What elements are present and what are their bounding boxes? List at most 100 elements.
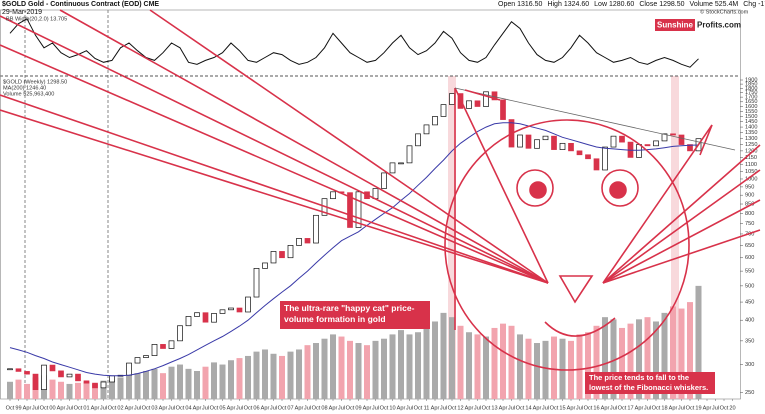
x-tick-label: 20 [729,405,735,411]
header-value: 1324.60 [564,1,589,8]
candle [185,316,192,327]
x-tick-label: Jul [610,405,617,411]
x-tick-label: 01 [83,405,89,411]
cat-ear [464,89,501,101]
y-tick-label: 1000 [745,176,757,182]
candle [610,135,617,148]
x-tick-label: Jul [406,405,413,411]
candle [525,134,532,149]
x-tick-label: Oct [448,405,457,411]
y-tick-label: 350 [745,338,754,344]
volume-bar [58,381,64,399]
candle [449,93,455,105]
volume-bar [202,366,209,399]
whisker [454,87,549,284]
volume-bar [517,334,523,399]
header-label: Open [498,1,515,8]
y-tick-label: 1050 [745,169,757,175]
volume-bar [92,383,98,399]
candle [75,373,81,382]
x-tick-label: 19 [695,405,701,411]
x-tick-label: Apr [703,405,712,411]
volume-bar [534,343,540,399]
x-tick-label: 15 [559,405,565,411]
volume-bar [406,334,413,399]
y-tick-label: 1200 [745,148,757,154]
x-tick-label: 03 [151,405,157,411]
volume-bar [100,380,107,399]
volume-bar [109,379,115,399]
x-tick-label: 99 [15,405,21,411]
volume-bar [627,323,634,399]
whisker [699,124,713,156]
candle [568,142,574,152]
y-tick-label: 1800 [745,86,757,92]
cat-eye [601,169,639,207]
candle [245,296,251,313]
x-tick-label: Oct [244,405,253,411]
x-tick-label: Jul [100,405,107,411]
whisker [0,44,549,284]
candle [372,188,379,200]
y-tick-label: 1600 [745,104,757,110]
volume-bar [330,334,336,399]
candle [474,100,481,107]
x-tick-label: Apr [567,405,576,411]
y-tick-label: 750 [745,221,754,227]
y-tick-label: 250 [745,390,754,396]
candle [143,355,149,358]
whisker [149,9,549,284]
x-tick-label: Jul [270,405,277,411]
volume-bar [75,382,81,399]
volume-bar [457,325,464,399]
volume-bar [364,345,370,399]
y-tick-label: 500 [745,283,754,289]
candle [534,139,540,149]
candle [32,373,39,391]
x-tick-label: Apr [91,405,100,411]
candle [355,191,362,228]
volume-bar [398,330,404,399]
candle [109,375,115,383]
candle [406,145,413,164]
volume-bar [602,317,608,399]
volume-bar [160,373,166,399]
cat-pupil [529,181,547,199]
candle [440,104,447,117]
y-tick-label: 1250 [745,142,757,148]
volume-bar [687,302,693,399]
header-label: Chg [743,1,756,8]
volume-bar [559,338,566,399]
x-tick-label: 14 [525,405,531,411]
cat-pupil [609,181,627,199]
y-tick-label: 1550 [745,109,757,115]
x-tick-label: Apr [465,405,474,411]
trend-line [454,87,736,151]
volume-bar [228,360,234,399]
x-tick-label: Oct [414,405,423,411]
logo: Profits.com [697,21,741,30]
volume-bar [440,312,447,399]
volume-bar [185,368,192,399]
volume-bar [219,364,226,399]
x-tick-label: Oct [584,405,593,411]
candle [253,268,260,298]
candle [330,191,336,200]
whisker [602,144,761,284]
volume-bar [279,355,285,399]
candle [585,154,591,160]
volume-bar [355,343,362,399]
y-tick-label: 1300 [745,136,757,142]
volume-bar [24,383,30,399]
x-tick-label: 02 [117,405,123,411]
candle [177,325,183,342]
candle [66,373,73,378]
x-tick-label: Oct [720,405,729,411]
x-tick-label: Apr [261,405,270,411]
volume-bar [211,362,217,399]
x-tick-label: Apr [363,405,372,411]
candle [228,307,234,311]
candle [126,362,132,376]
header-value: 1316.50 [517,1,542,8]
header-label: Close [639,1,657,8]
